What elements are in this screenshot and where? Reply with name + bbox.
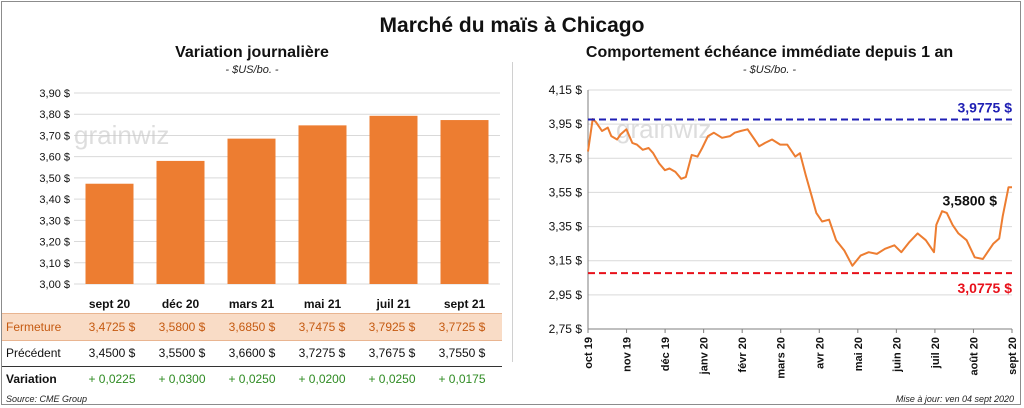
left-panel-unit: - $US/bo. - [225,64,279,76]
table-row-precedent: Précédent 3,4500 $ 3,5500 $ 3,6600 $ 3,7… [2,340,502,367]
y-tick-label: 3,80 $ [39,109,70,121]
right-panel-unit: - $US/bo. - [742,64,797,76]
y-tick-label: 3,75 $ [549,151,583,165]
y-tick-label: 3,40 $ [39,194,70,206]
bar [369,115,418,284]
table-cell: + 0,0175 [438,372,486,386]
low-reference-label: 3,0775 $ [958,280,1013,296]
x-tick-label: juil 20 [930,337,942,369]
left-panel-title: Variation journalière [175,44,329,61]
y-tick-label: 3,70 $ [39,130,70,142]
y-tick-label: 3,10 $ [39,258,70,270]
table-cell: + 0,0200 [298,372,346,386]
bar [227,138,276,284]
x-tick-label: mars 20 [776,337,788,379]
line-chart: 2,75 $ 2,95 $ 3,15 $ 3,35 $ 3,55 $ 3,75 $ 3,95… [549,83,1019,379]
watermark: grainwiz [74,120,169,150]
y-tick-label: 3,30 $ [39,215,70,227]
y-tick-label: 3,15 $ [549,254,583,268]
x-tick-label: nov 19 [622,337,634,372]
table-cell: + 0,0300 [158,372,206,386]
y-tick-label: 3,95 $ [549,117,583,131]
table-cell: 3,7725 $ [438,320,486,334]
table-row-fermeture: Fermeture 3,4725 $ 3,5800 $ 3,6850 $ 3,7… [2,313,502,341]
table-row-variation: Variation + 0,0225 + 0,0300 + 0,0250 + 0… [2,366,502,392]
update-note: Mise à jour: ven 04 sept 2020 [895,394,1014,404]
table-cell: 3,5800 $ [158,320,206,334]
table-cell: 3,6600 $ [228,346,276,360]
table-cell: + 0,0250 [368,372,416,386]
panel-divider [512,62,513,362]
x-tick-label: juin 20 [891,337,903,373]
x-tick-label: mars 21 [229,297,275,311]
main-title: Marché du maïs à Chicago [379,14,645,37]
x-tick-label: mai 20 [853,337,865,371]
y-tick-label: 3,90 $ [39,88,70,100]
x-tick-label: déc 19 [660,337,672,371]
y-tick-label: 3,00 $ [39,279,70,291]
x-tick-label: avr 20 [814,337,826,369]
table-cell: 3,4500 $ [88,346,136,360]
y-tick-label: 2,95 $ [549,288,583,302]
last-value-label: 3,5800 $ [943,192,998,208]
y-tick-label: 3,50 $ [39,173,70,185]
row-label: Variation [6,372,57,386]
right-panel-title: Comportement échéance immédiate depuis 1… [585,44,954,61]
source-note: Source: CME Group [6,394,88,404]
table-cell: 3,7675 $ [368,346,416,360]
x-tick-label: oct 19 [583,337,595,369]
table-cell: 3,7550 $ [438,346,486,360]
table-cell: + 0,0250 [228,372,276,386]
watermark: grainwiz [616,114,711,144]
table-cell: 3,4725 $ [88,320,136,334]
bar [440,120,489,284]
bar [298,125,347,284]
x-tick-label: sept 21 [444,297,486,311]
x-tick-label: mai 21 [304,297,342,311]
table-cell: 3,5500 $ [158,346,206,360]
row-label: Précédent [6,346,61,360]
table-cell: 3,7925 $ [368,320,416,334]
row-label: Fermeture [6,320,62,334]
y-tick-label: 3,20 $ [39,237,70,249]
x-tick-label: déc 20 [162,297,200,311]
bar [85,183,134,284]
price-line [587,118,1012,267]
bar-chart: 3,00 $ 3,10 $ 3,20 $ 3,30 $ 3,40 $ 3,50 $ 3,60… [39,88,500,311]
high-reference-label: 3,9775 $ [958,99,1013,115]
y-tick-label: 2,75 $ [549,322,583,336]
y-tick-label: 3,35 $ [549,220,583,234]
table-cell: + 0,0225 [88,372,136,386]
y-tick-label: 4,15 $ [549,83,583,97]
y-tick-label: 3,60 $ [39,152,70,164]
bar [156,160,205,284]
x-tick-label: août 20 [968,337,980,376]
x-tick-label: juil 21 [375,297,410,311]
table-cell: 3,7475 $ [298,320,346,334]
y-tick-label: 3,55 $ [549,185,583,199]
table-cell: 3,6850 $ [228,320,276,334]
x-tick-label: sept 20 [89,297,131,311]
table-cell: 3,7275 $ [298,346,346,360]
x-tick-label: janv 20 [699,337,711,375]
x-tick-label: févr 20 [737,337,749,372]
x-tick-label: sept 20 [1007,337,1019,375]
